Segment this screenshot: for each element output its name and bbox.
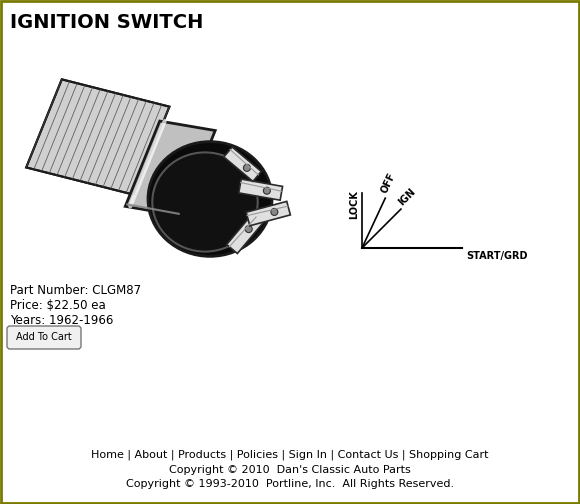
Text: Price: $22.50 ea: Price: $22.50 ea — [10, 299, 106, 312]
Text: START/GRD: START/GRD — [466, 251, 527, 261]
Polygon shape — [246, 202, 291, 226]
Polygon shape — [227, 214, 263, 254]
Text: Copyright © 1993-2010  Portline, Inc.  All Rights Reserved.: Copyright © 1993-2010 Portline, Inc. All… — [126, 479, 454, 489]
Circle shape — [271, 209, 278, 215]
Text: OFF: OFF — [379, 171, 397, 195]
Polygon shape — [125, 121, 215, 216]
Circle shape — [245, 226, 252, 232]
Text: Add To Cart: Add To Cart — [16, 333, 72, 343]
Polygon shape — [224, 147, 261, 181]
Text: IGNITION SWITCH: IGNITION SWITCH — [10, 13, 204, 32]
Text: Part Number: CLGM87: Part Number: CLGM87 — [10, 284, 141, 297]
Text: IGN: IGN — [397, 186, 418, 207]
Text: Years: 1962-1966: Years: 1962-1966 — [10, 314, 113, 327]
Circle shape — [263, 187, 270, 194]
Text: Copyright © 2010  Dan's Classic Auto Parts: Copyright © 2010 Dan's Classic Auto Part… — [169, 465, 411, 475]
Polygon shape — [26, 79, 169, 195]
FancyBboxPatch shape — [7, 326, 81, 349]
Ellipse shape — [153, 152, 258, 251]
Polygon shape — [239, 179, 282, 200]
Ellipse shape — [148, 142, 272, 257]
Text: LOCK: LOCK — [349, 190, 359, 219]
Circle shape — [244, 164, 251, 171]
Text: Home | About | Products | Policies | Sign In | Contact Us | Shopping Cart: Home | About | Products | Policies | Sig… — [91, 450, 489, 460]
